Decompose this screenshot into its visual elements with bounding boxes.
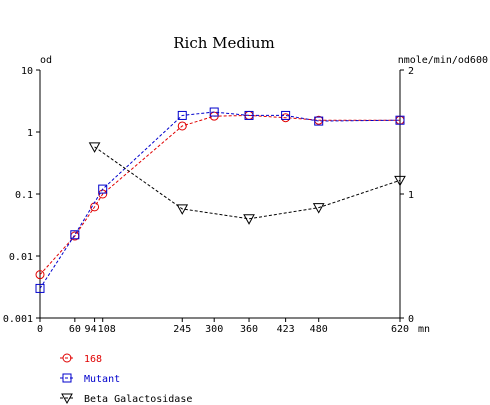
data-point bbox=[176, 204, 189, 215]
y-left-tick-label: 0.01 bbox=[9, 252, 33, 263]
series-line bbox=[39, 111, 401, 289]
legend-marker bbox=[62, 353, 72, 363]
x-tick-label: 300 bbox=[205, 324, 223, 335]
x-axis-unit-label: mn bbox=[418, 324, 430, 335]
data-point bbox=[394, 175, 406, 187]
x-tick-label: 360 bbox=[240, 324, 258, 335]
data-point bbox=[35, 270, 45, 280]
data-point bbox=[70, 230, 80, 240]
series-line bbox=[39, 114, 400, 275]
series-square bbox=[35, 107, 405, 293]
y-left-tick-label: 1 bbox=[27, 128, 33, 139]
data-point bbox=[243, 214, 255, 225]
y-left-tick-label: 0.001 bbox=[3, 314, 33, 325]
legend: 168 Mutant Beta Galactosidase bbox=[60, 353, 192, 405]
x-tick-label: 245 bbox=[173, 324, 191, 335]
data-point bbox=[177, 121, 187, 131]
legend-marker bbox=[62, 373, 72, 383]
legend-label: Mutant bbox=[84, 374, 120, 385]
x-tick-label: 0 bbox=[37, 324, 43, 335]
y-right-tick-label: 2 bbox=[408, 66, 414, 77]
legend-label: 168 bbox=[84, 354, 102, 365]
series-circle bbox=[35, 110, 405, 280]
data-point bbox=[98, 184, 108, 194]
series-line bbox=[94, 146, 401, 220]
data-point bbox=[244, 110, 254, 120]
data-point bbox=[35, 283, 45, 293]
data-point bbox=[281, 110, 291, 120]
y-left-tick-label: 10 bbox=[21, 66, 33, 77]
x-tick-label: 108 bbox=[98, 324, 116, 335]
y-left-tick-label: 0.1 bbox=[15, 190, 33, 201]
y-right-tick-label: 0 bbox=[408, 314, 414, 325]
legend-item: 168 bbox=[60, 353, 102, 365]
legend-item: Beta Galactosidase bbox=[60, 393, 192, 405]
series-layer bbox=[35, 107, 406, 293]
x-tick-label: 423 bbox=[277, 324, 295, 335]
x-tick-label: 480 bbox=[310, 324, 328, 335]
y-right-axis-label: nmole/min/od600 bbox=[398, 55, 488, 66]
y-right-tick-label: 1 bbox=[408, 190, 414, 201]
legend-item: Mutant bbox=[60, 373, 120, 385]
x-tick-label: 94 bbox=[85, 324, 97, 335]
data-point bbox=[314, 116, 324, 126]
axis-ticks: 0 60 94 108 245 300 360 423 480 620 0.001 0.01 0.1 1 1… bbox=[3, 66, 414, 335]
legend-marker bbox=[61, 393, 73, 405]
data-point bbox=[177, 110, 187, 120]
legend-label: Beta Galactosidase bbox=[84, 394, 192, 405]
y-left-axis-label: od bbox=[40, 55, 52, 66]
x-tick-label: 620 bbox=[391, 324, 409, 335]
data-point bbox=[88, 142, 101, 153]
chart-title: Rich Medium bbox=[173, 34, 274, 52]
data-point bbox=[395, 115, 405, 125]
data-point bbox=[209, 107, 219, 117]
x-tick-label: 60 bbox=[69, 324, 81, 335]
series-triangle-down bbox=[88, 142, 406, 225]
data-point bbox=[312, 203, 325, 214]
